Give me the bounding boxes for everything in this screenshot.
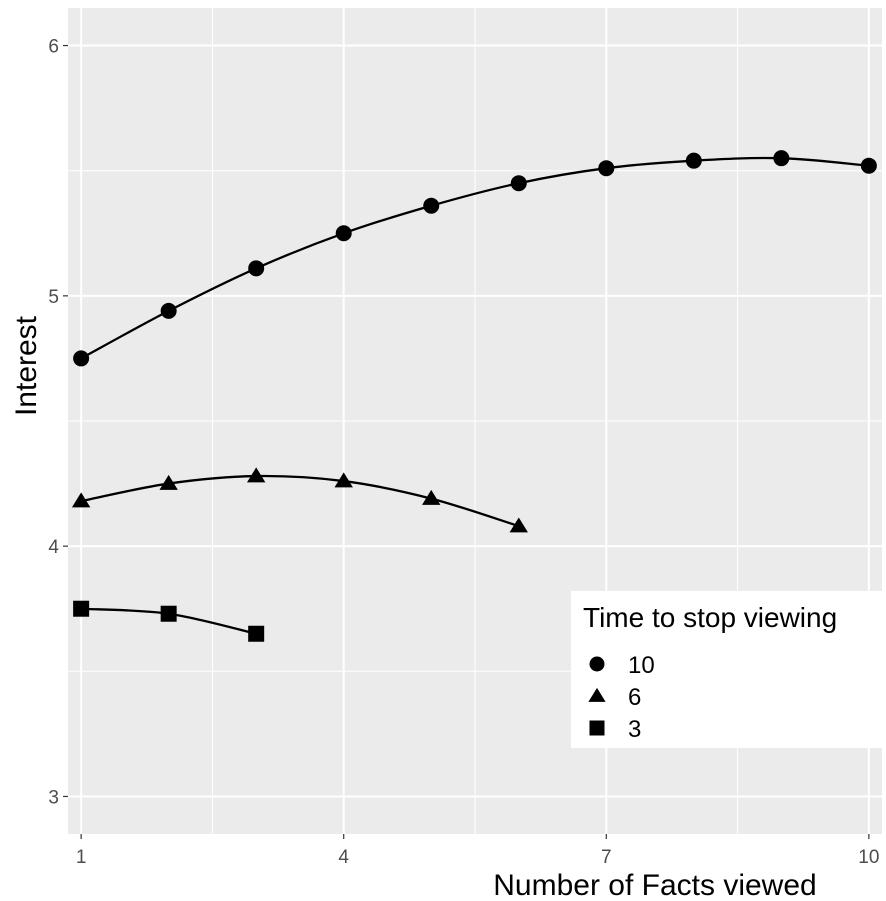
minor-gridlines (68, 8, 882, 834)
x-axis-ticks: 1 4 7 10 (76, 834, 879, 868)
data-point-triangle (509, 517, 528, 533)
series-3 (73, 600, 265, 642)
data-point-square (160, 605, 177, 622)
y-axis-ticks: 3 4 5 6 (48, 37, 68, 808)
x-axis-title: Number of Facts viewed (493, 869, 816, 901)
legend-key-triangle (588, 687, 606, 702)
legend-background (571, 591, 882, 748)
series-line (80, 156, 869, 360)
legend-items: 10 6 3 (588, 652, 655, 743)
legend-key-circle (589, 656, 605, 672)
legend-label: 10 (628, 652, 655, 679)
series-10 (73, 150, 877, 367)
y-tick-label: 4 (48, 537, 59, 558)
y-tick-label: 6 (48, 37, 59, 58)
x-tick-label: 7 (601, 847, 612, 868)
x-tick-label: 10 (858, 847, 879, 868)
legend: Time to stop viewing 10 6 3 (571, 591, 882, 748)
data-point-circle (598, 160, 615, 177)
data-point-triangle (246, 467, 266, 483)
data-point-triangle (71, 492, 91, 508)
data-point-circle (335, 225, 352, 242)
data-point-square (248, 625, 265, 642)
y-tick-label: 3 (48, 787, 59, 808)
data-point-circle (773, 150, 790, 167)
y-tick-label: 5 (48, 287, 59, 308)
data-point-circle (510, 175, 527, 192)
data-point-circle (685, 152, 702, 169)
data-point-circle (423, 197, 440, 214)
data-point-triangle (334, 472, 353, 488)
y-axis-title: Interest (10, 315, 43, 416)
series-layer (71, 150, 877, 642)
legend-key-square (589, 720, 605, 736)
data-point-triangle (422, 489, 441, 505)
legend-label: 6 (628, 684, 641, 711)
legend-label: 3 (628, 716, 641, 743)
legend-title: Time to stop viewing (583, 602, 837, 633)
data-point-circle (860, 157, 877, 174)
series-line (80, 474, 520, 528)
x-tick-label: 1 (76, 847, 87, 868)
data-point-circle (160, 302, 177, 319)
data-point-square (73, 600, 90, 617)
series-6 (71, 467, 528, 533)
x-tick-label: 4 (338, 847, 349, 868)
data-point-triangle (159, 474, 178, 490)
data-point-circle (248, 260, 265, 277)
data-point-circle (73, 350, 90, 367)
